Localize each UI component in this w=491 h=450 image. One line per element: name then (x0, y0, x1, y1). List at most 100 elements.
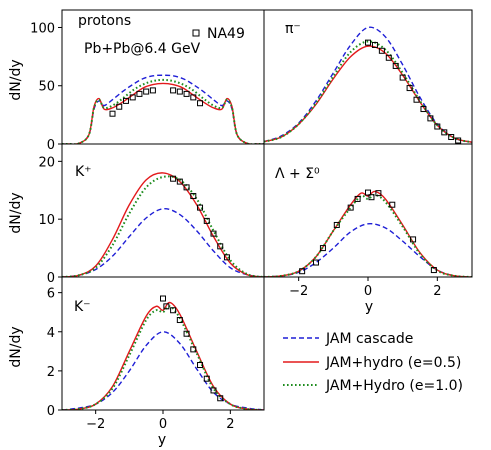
xlabel-k-minus: y (158, 432, 166, 448)
data-point-k-minus (176, 317, 183, 324)
data-point-pi-minus (399, 74, 406, 81)
xtick-label-k-minus: 2 (226, 417, 234, 432)
plot-area-protons (62, 74, 264, 144)
series-hydro05-k-plus (62, 172, 264, 277)
series-hydro10-protons (62, 78, 264, 144)
data-point-pi-minus (413, 96, 420, 103)
data-point-pi-minus (385, 54, 392, 61)
data-point-pi-minus (427, 115, 434, 122)
data-point-protons (170, 87, 177, 94)
data-point-k-minus (160, 295, 166, 302)
ytick-label-k-minus: 2 (47, 365, 55, 380)
data-point-k-minus (183, 330, 190, 337)
data-point-protons (183, 90, 190, 97)
data-point-protons (122, 97, 129, 104)
data-point-protons (176, 88, 183, 95)
data-point-k-minus (210, 387, 217, 394)
panel-label-na49: NA49 (207, 26, 245, 42)
data-point-lambda-sigma (319, 245, 326, 252)
data-point-pi-minus (371, 41, 378, 48)
data-point-lambda-sigma (347, 204, 354, 211)
data-point-lambda-sigma (313, 259, 319, 266)
xlabel-lambda: y (365, 299, 373, 315)
legend-label-hydro10: JAM+Hydro (e=1.0) (325, 378, 463, 394)
data-point-pi-minus (378, 47, 385, 54)
series-hydro10-k-minus (62, 305, 264, 410)
series-jam-k-plus (62, 208, 264, 277)
data-point-protons (136, 90, 143, 97)
panel-label-lambda: Λ + Σ⁰ (275, 166, 320, 182)
series-hydro05-protons (62, 82, 264, 144)
plot-area-k-minus (62, 295, 264, 410)
xtick-label-lambda-sigma: 2 (433, 284, 441, 299)
data-point-lambda-sigma (368, 194, 375, 201)
data-point-pi-minus (392, 62, 399, 69)
data-point-protons (109, 110, 116, 117)
panel-label-k-minus: K⁻ (74, 299, 91, 315)
panel-lambda-sigma: −2 0 2 (263, 143, 473, 299)
frame-k-plus (61, 143, 265, 278)
series-hydro05-k-minus (62, 301, 264, 410)
data-point-pi-minus (365, 39, 371, 46)
xtick-label-k-minus: 0 (159, 417, 167, 432)
series-hydro10-pi-minus (264, 40, 472, 144)
data-point-k-plus (223, 254, 230, 261)
data-point-protons (143, 88, 150, 95)
ytick-label-protons: 0 (47, 138, 55, 153)
data-point-pi-minus (434, 123, 441, 130)
data-point-protons (116, 103, 123, 110)
plot-area-pi-minus (264, 26, 472, 144)
ytick-label-k-minus: 0 (47, 404, 55, 419)
plot-area-lambda-sigma (264, 189, 472, 277)
ytick-label-protons: 50 (38, 80, 55, 95)
ytick-label-k-plus: 20 (38, 155, 55, 170)
xtick-label-lambda-sigma: −2 (289, 284, 308, 299)
series-hydro05-lambda-sigma (264, 190, 472, 277)
data-point-pi-minus (455, 137, 462, 144)
data-point-k-minus (190, 346, 197, 353)
ytick-label-k-minus: 6 (47, 287, 55, 302)
legend-label-jam: JAM cascade (325, 331, 413, 347)
data-point-k-plus (190, 193, 197, 200)
na49-legend-marker (192, 29, 200, 37)
panel-k-minus: 0 2 4 6 −2 0 2 (47, 276, 265, 432)
panel-protons: 0 50 100 (30, 9, 265, 153)
xtick-label-lambda-sigma: 0 (364, 284, 372, 299)
ylabel-protons: dN/dy (8, 59, 24, 100)
data-point-k-plus (170, 175, 177, 182)
data-point-pi-minus (406, 85, 413, 92)
panel-label-pi-minus: π⁻ (285, 21, 301, 37)
data-point-lambda-sigma (365, 189, 371, 196)
panel-label-energy: Pb+Pb@6.4 GeV (84, 41, 201, 57)
ytick-label-k-plus: 10 (38, 213, 55, 228)
data-point-lambda-sigma (299, 268, 306, 275)
legend: JAM cascade JAM+hydro (e=0.5) JAM+Hydro … (283, 331, 463, 394)
panel-k-plus: 0 10 20 (38, 143, 265, 286)
data-point-k-minus (203, 375, 210, 382)
data-point-k-plus (183, 184, 190, 191)
series-jam-lambda-sigma (264, 222, 472, 277)
data-point-lambda-sigma (354, 195, 361, 202)
data-point-k-minus (170, 307, 177, 314)
xtick-label-k-minus: −2 (86, 417, 105, 432)
series-jam-k-minus (62, 331, 264, 410)
data-point-pi-minus (420, 106, 427, 113)
frame-lambda-sigma (263, 143, 473, 278)
data-point-lambda-sigma (430, 267, 437, 274)
data-point-lambda-sigma (410, 236, 417, 243)
data-point-k-minus (163, 303, 170, 310)
data-point-k-plus (210, 230, 217, 237)
data-point-protons (149, 87, 156, 94)
data-point-pi-minus (448, 134, 455, 141)
plot-area-k-plus (62, 172, 264, 277)
series-jam-protons (62, 74, 264, 144)
data-point-lambda-sigma (389, 201, 396, 208)
data-point-protons (129, 94, 136, 101)
data-point-lambda-sigma (375, 190, 382, 197)
data-point-k-plus (197, 204, 204, 211)
data-point-k-plus (203, 217, 210, 224)
ylabel-k-minus: dN/dy (8, 326, 24, 367)
ylabel-k-plus: dN/dy (8, 192, 24, 233)
